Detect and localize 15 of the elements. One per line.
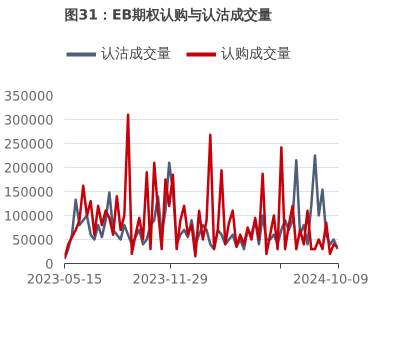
y-tick-label: 350000 <box>4 90 54 104</box>
x-tick-label: 2023-11-29 <box>132 272 208 288</box>
x-tick-label: 2024-10-09 <box>292 272 369 288</box>
y-tick-label: 300000 <box>4 114 54 128</box>
x-tick-label: 2023-05-15 <box>26 272 102 288</box>
chart-title: 图31：EB期权认购与认沽成交量 <box>64 6 272 24</box>
y-tick-label: 100000 <box>4 210 54 224</box>
legend-label: 认购成交量 <box>221 45 291 63</box>
legend-label: 认沽成交量 <box>101 45 171 63</box>
y-tick-label: 250000 <box>4 138 54 152</box>
y-tick-label: 0 <box>45 258 54 272</box>
line-series <box>64 113 338 260</box>
y-tick-label: 150000 <box>4 186 54 200</box>
y-tick-label: 200000 <box>4 162 54 176</box>
y-tick-label: 50000 <box>12 234 54 248</box>
